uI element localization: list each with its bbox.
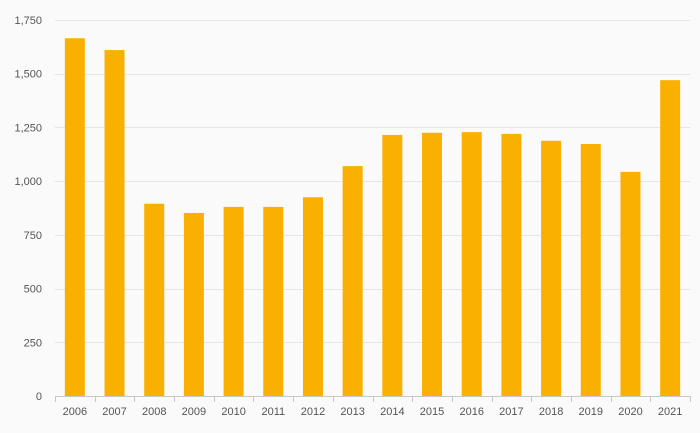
y-tick-label: 1,500 — [14, 69, 42, 81]
y-tick-label: 500 — [24, 284, 42, 296]
bars — [64, 38, 681, 397]
bar-2014 — [382, 134, 403, 396]
x-tick-label: 2017 — [499, 406, 523, 418]
bar-2006 — [64, 38, 85, 397]
x-tick-label: 2014 — [380, 406, 404, 418]
x-tick-label: 2008 — [142, 406, 166, 418]
y-tick-label: 1,000 — [14, 176, 42, 188]
x-tick-label: 2019 — [579, 406, 603, 418]
bar-2009 — [183, 212, 204, 396]
bar-2012 — [302, 197, 323, 396]
x-tick-label: 2018 — [539, 406, 563, 418]
x-tick-label: 2016 — [459, 406, 483, 418]
bar-2007 — [104, 50, 125, 397]
bar-2020 — [620, 171, 641, 396]
x-axis — [55, 396, 691, 402]
x-tick-label: 2006 — [63, 406, 87, 418]
x-tick-label: 2007 — [102, 406, 126, 418]
bar-2015 — [422, 132, 443, 397]
x-tick-label: 2013 — [340, 406, 364, 418]
x-tick-label: 2015 — [420, 406, 444, 418]
x-tick-label: 2011 — [261, 406, 285, 418]
bar-2019 — [580, 143, 601, 396]
y-tick-label: 250 — [24, 337, 42, 349]
bar-2018 — [541, 140, 562, 396]
bar-2013 — [342, 166, 363, 396]
y-axis-tick-labels: 0 250 500 750 1,000 1,250 1,500 1,750 — [14, 15, 42, 403]
y-tick-label: 750 — [24, 230, 42, 242]
x-tick-label: 2010 — [221, 406, 245, 418]
x-tick-label: 2009 — [182, 406, 206, 418]
bar-2016 — [461, 132, 482, 396]
x-tick-label: 2021 — [658, 406, 682, 418]
bar-2021 — [660, 80, 681, 396]
y-tick-label: 0 — [36, 391, 42, 403]
bar-2011 — [263, 206, 284, 396]
bar-2010 — [223, 206, 244, 396]
x-tick-label: 2020 — [618, 406, 642, 418]
y-tick-label: 1,750 — [14, 15, 42, 27]
bar-2017 — [501, 133, 522, 397]
y-tick-label: 1,250 — [14, 122, 42, 134]
x-axis-tick-labels: 2006 2007 2008 2009 2010 2011 2012 2013 2014 2015… — [63, 406, 683, 418]
x-tick-label: 2012 — [301, 406, 325, 418]
bar-2008 — [144, 203, 165, 396]
